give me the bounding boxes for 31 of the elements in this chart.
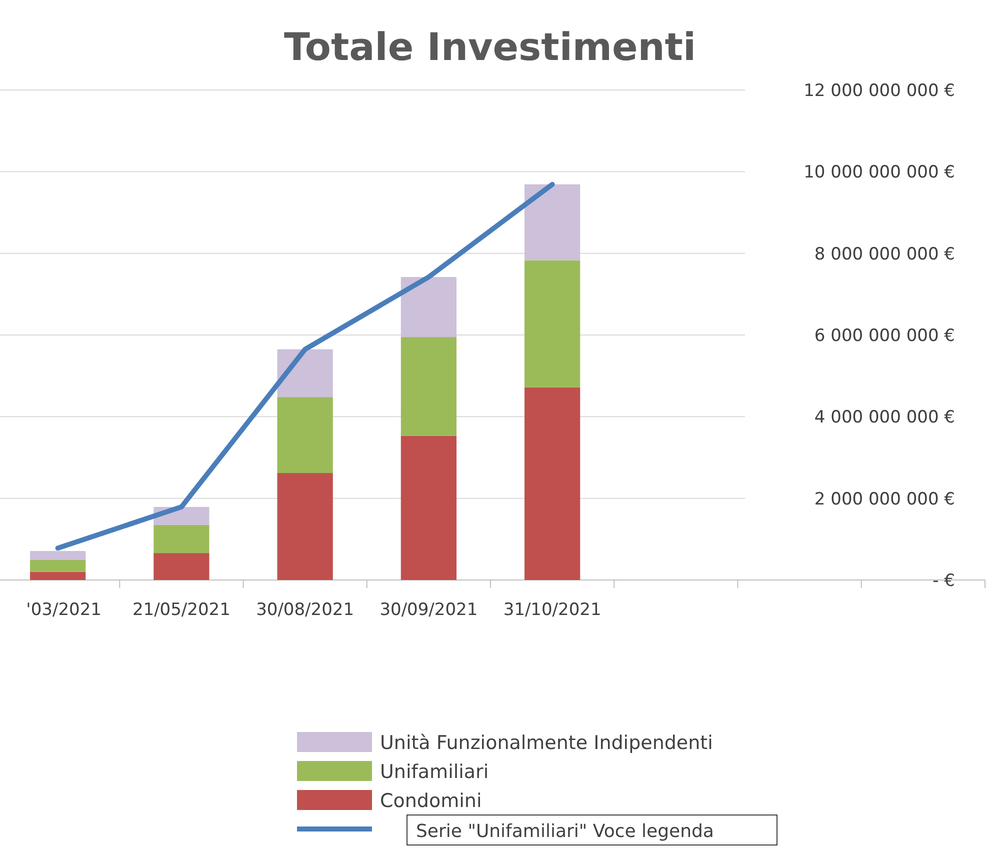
bar bbox=[400, 337, 457, 436]
text: Serie "Unifamiliari" Voce legenda bbox=[416, 821, 714, 842]
x-tick-label: '03/2021 bbox=[26, 600, 102, 620]
bar bbox=[154, 553, 210, 580]
legend-label: Unità Funzionalmente Indipendenti bbox=[380, 732, 713, 754]
bar bbox=[277, 349, 333, 398]
x-tick-label: 30/08/2021 bbox=[256, 600, 354, 620]
y-tick-label: 6 000 000 000 € bbox=[814, 326, 955, 346]
bar bbox=[154, 524, 210, 554]
y-tick-label: 8 000 000 000 € bbox=[814, 244, 955, 264]
bar bbox=[30, 560, 86, 572]
y-tick-label: 10 000 000 000 € bbox=[804, 162, 955, 183]
x-tick-label: 31/10/2021 bbox=[503, 600, 602, 620]
bar bbox=[524, 260, 580, 388]
bar bbox=[400, 436, 457, 580]
bar bbox=[277, 473, 333, 580]
x-tick-label: 30/09/2021 bbox=[380, 600, 478, 620]
x-tick-label: 21/05/2021 bbox=[132, 600, 230, 620]
y-tick-label: 12 000 000 000 € bbox=[804, 81, 955, 101]
bar bbox=[400, 277, 457, 338]
y-tick-label: 2 000 000 000 € bbox=[814, 489, 955, 510]
bar bbox=[30, 551, 86, 560]
y-tick-label: - € bbox=[932, 571, 955, 591]
bar bbox=[524, 387, 580, 580]
bar bbox=[30, 572, 86, 580]
y-tick-label: 4 000 000 000 € bbox=[814, 408, 955, 428]
legend-label: Condomini bbox=[380, 790, 482, 812]
bar bbox=[524, 184, 580, 260]
legend-label: Unifamiliari bbox=[380, 761, 489, 783]
chart-title: Totale Investimenti bbox=[284, 25, 696, 69]
bar bbox=[277, 397, 333, 474]
